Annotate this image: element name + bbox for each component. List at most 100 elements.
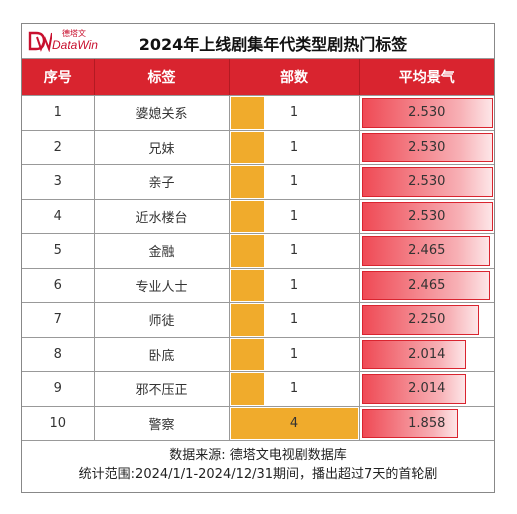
score-bar xyxy=(361,305,479,335)
ranking-card: 德塔文 DataWin 2024年上线剧集年代类型剧热门标签 序号 标签 部数 … xyxy=(21,23,495,493)
row-tag: 金融 xyxy=(94,233,230,269)
table-row: 7 师徒 1 2.250 xyxy=(22,302,494,338)
page-title: 2024年上线剧集年代类型剧热门标签 xyxy=(138,35,408,54)
table-row: 6 专业人士 1 2.465 xyxy=(22,268,494,303)
row-tag: 亲子 xyxy=(94,164,230,200)
row-number: 5 xyxy=(22,233,95,269)
row-score-cell: 2.530 xyxy=(359,130,494,165)
data-source-note: 数据来源: 德塔文电视剧数据库 xyxy=(169,448,347,463)
count-value: 4 xyxy=(289,415,299,431)
row-tag: 警察 xyxy=(94,406,230,441)
table-row: 3 亲子 1 2.530 xyxy=(22,164,494,200)
score-bar xyxy=(361,374,466,404)
row-score-cell: 2.014 xyxy=(359,337,494,372)
table-row: 9 邪不压正 1 2.014 xyxy=(22,371,494,407)
count-value: 1 xyxy=(289,346,299,362)
count-value: 1 xyxy=(289,312,299,328)
row-count-cell: 1 xyxy=(229,199,360,234)
row-tag: 兄妹 xyxy=(94,130,230,165)
column-header-score: 平均景气 xyxy=(359,59,494,96)
column-header-no: 序号 xyxy=(22,59,95,96)
score-bar xyxy=(361,408,458,438)
row-score-cell: 2.250 xyxy=(359,302,494,338)
score-bar xyxy=(361,339,466,369)
score-bar xyxy=(361,201,493,231)
count-bar xyxy=(230,200,264,232)
count-bar xyxy=(230,407,358,439)
count-value: 1 xyxy=(289,174,299,190)
table-row: 8 卧底 1 2.014 xyxy=(22,337,494,372)
row-tag: 师徒 xyxy=(94,302,230,338)
row-number: 7 xyxy=(22,302,95,338)
score-bar xyxy=(361,270,490,300)
table-row: 2 兄妹 1 2.530 xyxy=(22,130,494,165)
table-row: 4 近水楼台 1 2.530 xyxy=(22,199,494,234)
score-bar xyxy=(361,236,490,266)
row-count-cell: 4 xyxy=(229,406,360,441)
count-bar xyxy=(230,131,264,163)
datawin-logo-icon xyxy=(28,31,52,52)
row-score-cell: 2.530 xyxy=(359,164,494,200)
row-number: 4 xyxy=(22,199,95,234)
score-value: 2.530 xyxy=(408,174,446,190)
score-bar xyxy=(361,132,493,162)
score-bar xyxy=(361,167,493,197)
ranking-table: 序号 标签 部数 平均景气 1 婆媳关系 1 2.530 2 兄妹 1 2.530 3 亲子 1 2.… xyxy=(22,59,494,441)
row-count-cell: 1 xyxy=(229,164,360,200)
column-header-count: 部数 xyxy=(229,59,360,96)
count-bar xyxy=(230,269,264,301)
row-number: 10 xyxy=(22,406,95,441)
row-count-cell: 1 xyxy=(229,371,360,407)
count-value: 1 xyxy=(289,381,299,397)
column-header-tag: 标签 xyxy=(94,59,230,96)
row-count-cell: 1 xyxy=(229,268,360,303)
score-value: 2.465 xyxy=(408,277,446,293)
row-tag: 婆媳关系 xyxy=(94,95,230,131)
brand-small-text: 德塔文 xyxy=(62,29,86,38)
row-count-cell: 1 xyxy=(229,337,360,372)
score-bar xyxy=(361,98,493,128)
row-score-cell: 1.858 xyxy=(359,406,494,441)
row-count-cell: 1 xyxy=(229,233,360,269)
count-bar xyxy=(230,166,264,198)
row-tag: 邪不压正 xyxy=(94,371,230,407)
row-score-cell: 2.014 xyxy=(359,371,494,407)
row-count-cell: 1 xyxy=(229,130,360,165)
row-score-cell: 2.530 xyxy=(359,95,494,131)
score-value: 2.530 xyxy=(408,139,446,155)
row-number: 3 xyxy=(22,164,95,200)
row-tag: 专业人士 xyxy=(94,268,230,303)
table-row: 5 金融 1 2.465 xyxy=(22,233,494,269)
score-value: 2.465 xyxy=(408,243,446,259)
score-value: 2.530 xyxy=(408,105,446,121)
datawin-logo: 德塔文 DataWin xyxy=(28,28,138,54)
score-value: 2.014 xyxy=(408,381,446,397)
table-header-row: 序号 标签 部数 平均景气 xyxy=(22,59,494,96)
row-number: 2 xyxy=(22,130,95,165)
count-bar xyxy=(230,338,264,370)
count-value: 1 xyxy=(289,208,299,224)
table-row: 10 警察 4 1.858 xyxy=(22,406,494,441)
count-bar xyxy=(230,304,264,336)
row-number: 1 xyxy=(22,95,95,131)
row-count-cell: 1 xyxy=(229,302,360,338)
table-row: 1 婆媳关系 1 2.530 xyxy=(22,95,494,131)
row-tag: 近水楼台 xyxy=(94,199,230,234)
count-bar xyxy=(230,97,264,129)
score-value: 2.250 xyxy=(408,312,446,328)
count-bar xyxy=(230,235,264,267)
row-count-cell: 1 xyxy=(229,95,360,131)
footer: 数据来源: 德塔文电视剧数据库 统计范围:2024/1/1-2024/12/31… xyxy=(22,441,494,484)
count-value: 1 xyxy=(289,277,299,293)
row-number: 6 xyxy=(22,268,95,303)
data-range-note: 统计范围:2024/1/1-2024/12/31期间，播出超过7天的首轮剧 xyxy=(78,467,438,482)
count-bar xyxy=(230,373,264,405)
count-value: 1 xyxy=(289,243,299,259)
row-number: 9 xyxy=(22,371,95,407)
score-value: 2.014 xyxy=(408,346,446,362)
row-score-cell: 2.465 xyxy=(359,268,494,303)
count-value: 1 xyxy=(289,139,299,155)
score-value: 2.530 xyxy=(408,208,446,224)
row-score-cell: 2.530 xyxy=(359,199,494,234)
row-tag: 卧底 xyxy=(94,337,230,372)
